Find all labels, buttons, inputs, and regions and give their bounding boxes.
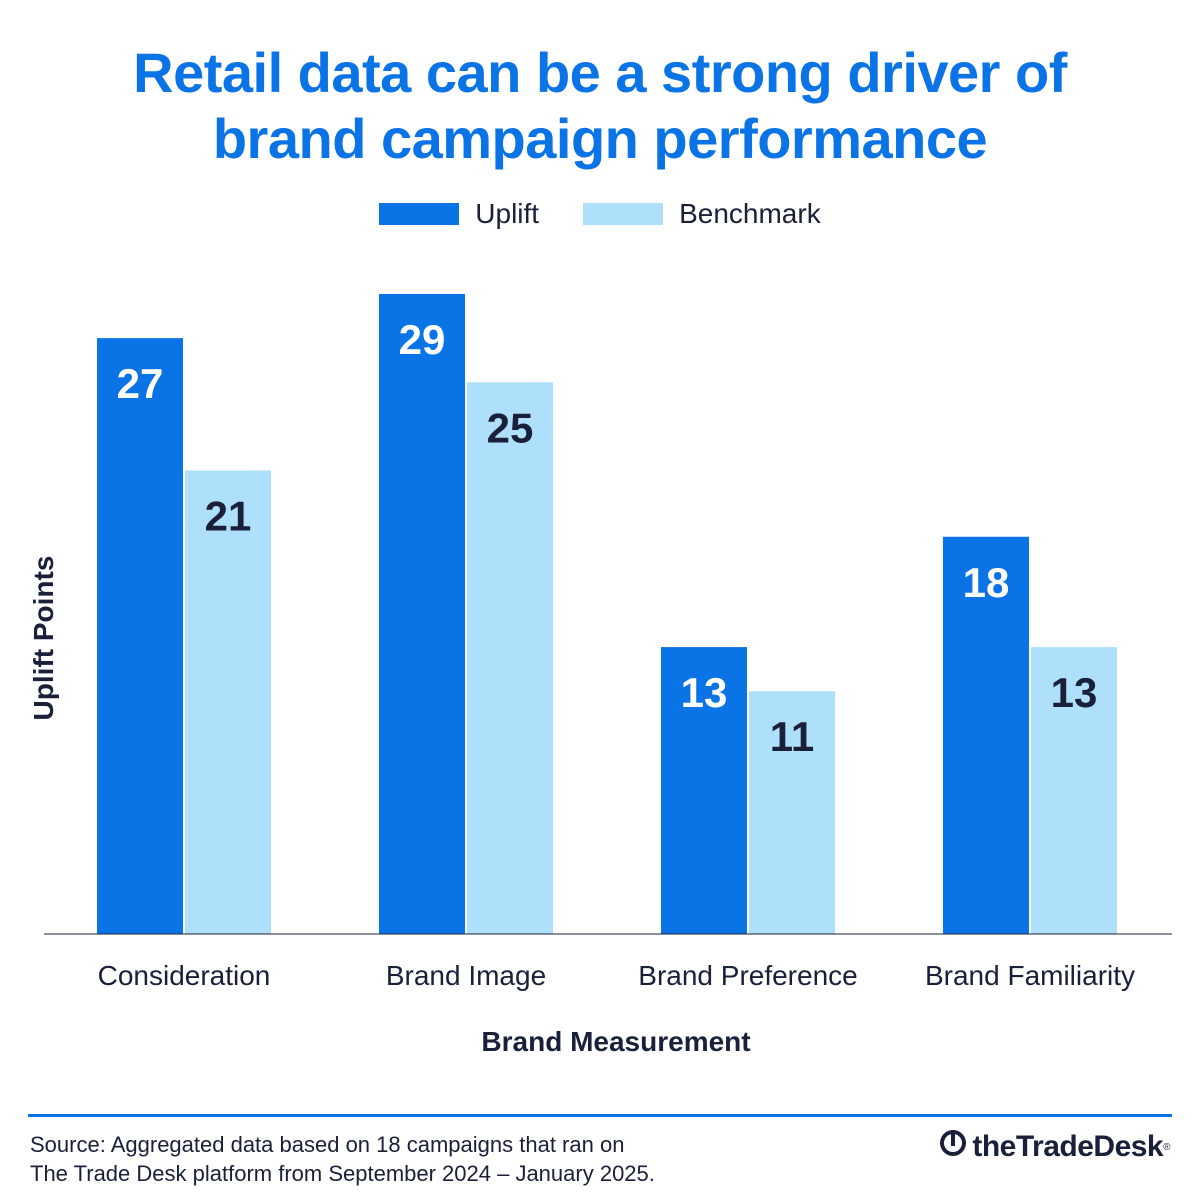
data-label-benchmark-brand-familiarity: 13 xyxy=(1051,669,1098,716)
category-labels-group: Consideration Brand Image Brand Preference… xyxy=(98,960,1135,991)
bar-benchmark-brand-preference xyxy=(749,691,835,934)
data-label-benchmark-brand-image: 25 xyxy=(487,404,534,451)
bars-group: 27 21 29 25 13 11 18 13 xyxy=(97,294,1117,934)
data-label-uplift-brand-familiarity: 18 xyxy=(963,559,1010,606)
data-label-uplift-consideration: 27 xyxy=(117,360,164,407)
chart-title-line-1: Retail data can be a strong driver of xyxy=(133,41,1067,104)
legend: Uplift Benchmark xyxy=(0,198,1200,230)
chart-title: Retail data can be a strong driver of br… xyxy=(0,40,1200,172)
trade-desk-logo-icon xyxy=(940,1130,967,1164)
legend-item-uplift: Uplift xyxy=(379,198,539,230)
bar-uplift-consideration xyxy=(97,338,183,934)
data-label-uplift-brand-image: 29 xyxy=(399,316,446,363)
legend-swatch-uplift xyxy=(379,203,460,225)
x-axis-title: Brand Measurement xyxy=(481,1026,750,1057)
source-note: Source: Aggregated data based on 18 camp… xyxy=(30,1130,790,1188)
category-label-consideration: Consideration xyxy=(98,960,271,991)
footer-divider xyxy=(28,1114,1172,1117)
category-label-brand-preference: Brand Preference xyxy=(638,960,857,991)
trade-desk-logo: theTradeDesk ® xyxy=(940,1130,1170,1164)
legend-item-benchmark: Benchmark xyxy=(583,198,821,230)
source-line-2: The Trade Desk platform from September 2… xyxy=(30,1161,655,1186)
source-line-1: Source: Aggregated data based on 18 camp… xyxy=(30,1132,625,1157)
category-label-brand-familiarity: Brand Familiarity xyxy=(925,960,1135,991)
bar-benchmark-brand-image xyxy=(467,382,553,934)
data-label-uplift-brand-preference: 13 xyxy=(681,669,728,716)
legend-label-uplift: Uplift xyxy=(475,198,540,229)
category-label-brand-image: Brand Image xyxy=(386,960,546,991)
chart-title-line-2: brand campaign performance xyxy=(212,107,988,170)
logo-text: theTradeDesk xyxy=(972,1130,1164,1163)
bar-uplift-brand-image xyxy=(379,294,465,934)
bar-uplift-brand-preference xyxy=(661,647,747,934)
bar-benchmark-consideration xyxy=(185,470,271,934)
data-label-benchmark-consideration: 21 xyxy=(205,493,252,540)
legend-swatch-benchmark xyxy=(583,203,664,225)
bar-chart: 27 21 29 25 13 11 18 13 Consideration Brand Imag… xyxy=(28,294,1172,1057)
registered-mark: ® xyxy=(1163,1141,1170,1153)
bar-benchmark-brand-familiarity xyxy=(1031,647,1117,934)
legend-label-benchmark: Benchmark xyxy=(679,198,821,229)
y-axis-title: Uplift Points xyxy=(28,556,59,721)
bar-uplift-brand-familiarity xyxy=(943,536,1029,934)
data-label-benchmark-brand-preference: 11 xyxy=(770,713,814,760)
